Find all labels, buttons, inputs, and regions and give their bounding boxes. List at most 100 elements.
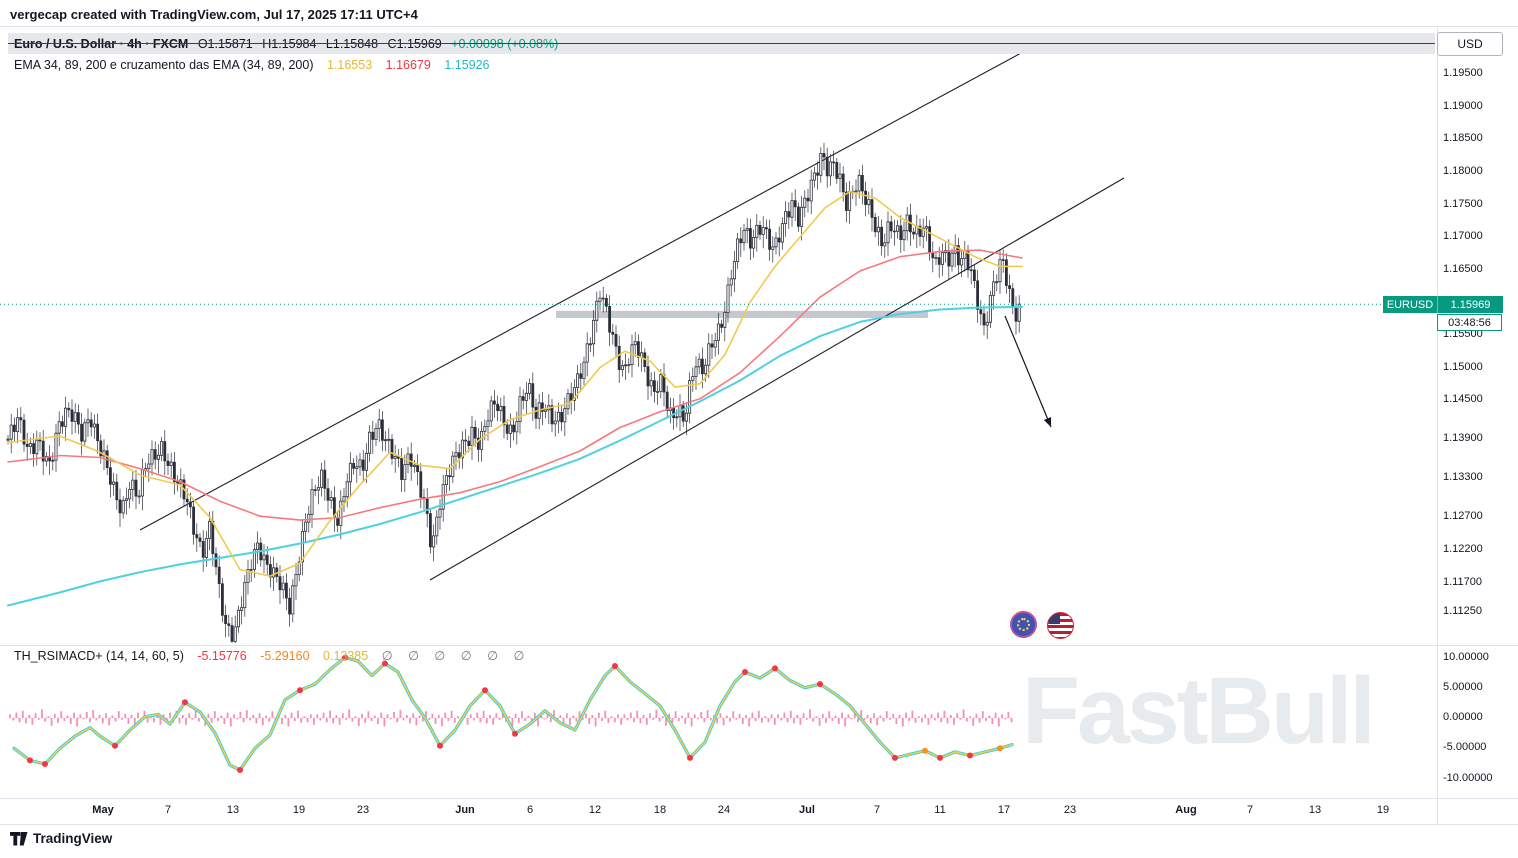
time-axis-label: 6 [526, 804, 534, 816]
symbol-title[interactable]: Euro / U.S. Dollar · 4h · FXCM [14, 37, 189, 51]
currency-toggle[interactable]: USD [1437, 32, 1503, 56]
time-axis-label: 12 [588, 804, 602, 816]
indicator-axis-label: -5.00000 [1443, 741, 1487, 754]
indicator-value-1: -5.15776 [197, 649, 247, 663]
time-axis-label: May [92, 804, 114, 816]
indicator-signal-dot [27, 757, 33, 764]
time-axis[interactable]: May 7 13 19 23 Jun 6 12 18 24 Jul 7 11 17 23 Aug 7 13 19 [0, 798, 1437, 824]
down-arrow-line[interactable] [1004, 315, 1052, 428]
fastbull-watermark: FastBull [1022, 658, 1376, 764]
indicator-value-2: -5.29160 [260, 649, 310, 663]
indicator-signal-line [12, 655, 1014, 772]
price-axis-border [1437, 26, 1438, 824]
price-axis-label: 1.19500 [1443, 67, 1483, 80]
time-axis-label: 17 [997, 804, 1011, 816]
price-axis-label: 1.11250 [1443, 605, 1482, 617]
indicator-signal-dot [437, 742, 443, 749]
indicator-signal-dot [182, 699, 188, 706]
indicator-signal-dot [297, 687, 303, 694]
ema89-value: 1.16679 [385, 58, 431, 72]
time-axis-label: 7 [164, 804, 172, 816]
ohlc-header: Euro / U.S. Dollar · 4h · FXCM O1.15871 … [14, 37, 564, 51]
tradingview-brand-text: TradingView [33, 831, 113, 846]
indicator-signal-dot [112, 742, 118, 749]
price-axis-label: 1.11700 [1443, 575, 1482, 588]
time-axis-label: 11 [934, 804, 946, 816]
ema34-value: 1.16553 [326, 58, 373, 72]
price-axis-label: 1.17500 [1443, 197, 1483, 210]
indicator-null-values: ∅ ∅ ∅ ∅ ∅ ∅ [381, 649, 531, 663]
indicator-signal-dot [922, 747, 928, 754]
price-tag-symbol: EURUSD [1383, 296, 1437, 313]
price-axis-label: 1.16500 [1443, 262, 1483, 275]
indicator-signal-dot [512, 730, 518, 737]
indicator-signal-dot [612, 663, 618, 669]
time-axis-label: 24 [717, 804, 731, 816]
close-value: C1.15969 [387, 37, 442, 51]
indicator-signal-dot [742, 669, 748, 675]
time-axis-border [0, 798, 1518, 799]
tradingview-branding[interactable]: TradingView [10, 831, 112, 846]
ema-legend-label[interactable]: EMA 34, 89, 200 e cruzamento das EMA (34… [14, 58, 314, 72]
time-axis-label: Jul [799, 804, 815, 816]
indicator-legend: TH_RSIMACD+ (14, 14, 60, 5) -5.15776 -5.… [14, 648, 540, 663]
open-value: O1.15871 [197, 37, 253, 51]
support-zone[interactable] [556, 310, 928, 318]
time-axis-label: 18 [653, 804, 667, 816]
indicator-signal-dot [937, 754, 943, 761]
ema200-value: 1.15926 [444, 58, 490, 72]
eu-flag-icon[interactable] [1010, 611, 1037, 638]
down-arrow-head [1043, 417, 1052, 427]
indicator-signal-dot [482, 687, 488, 694]
price-axis-label: 1.19000 [1443, 99, 1483, 112]
tradingview-logo-icon [10, 831, 28, 845]
time-axis-label: 19 [1376, 804, 1390, 816]
change-value: +0.00098 (+0.08%) [451, 37, 559, 51]
pane-top-border [0, 26, 1518, 27]
indicator-signal-dot [382, 660, 388, 667]
indicator-signal-dot [772, 665, 778, 672]
time-axis-label: 19 [292, 804, 306, 816]
trend-line-1[interactable] [139, 45, 1035, 531]
trend-line-2[interactable] [429, 177, 1125, 581]
horizontal-drawing-line[interactable] [8, 43, 1435, 44]
time-axis-label: 7 [1246, 804, 1254, 816]
current-price-tag: EURUSD 1.15969 [1383, 296, 1503, 313]
indicator-signal-dot [342, 654, 348, 661]
attribution-note: vergecap created with TradingView.com, J… [10, 7, 418, 22]
indicator-signal-dot [817, 681, 823, 688]
price-axis-label: 1.15000 [1443, 360, 1483, 373]
price-axis-label: 1.13900 [1443, 432, 1483, 445]
indicator-signal-dot [997, 745, 1003, 752]
footer-border [0, 824, 1518, 825]
indicator-axis-label: 0.00000 [1443, 711, 1483, 723]
time-axis-label: 13 [226, 804, 240, 816]
us-flag-icon[interactable] [1047, 612, 1074, 639]
indicator-signal-dot [687, 754, 693, 761]
price-axis-label: 1.12200 [1443, 543, 1483, 556]
time-axis-label: Aug [1175, 804, 1197, 816]
indicator-signal-dot [892, 754, 898, 761]
high-value: H1.15984 [262, 37, 317, 51]
indicator-axis-label: -10.00000 [1443, 771, 1493, 784]
time-axis-label: Jun [455, 804, 475, 816]
time-axis-label: 13 [1308, 804, 1322, 816]
price-axis-label: 1.18500 [1443, 132, 1483, 145]
ema89-line [7, 249, 1023, 521]
indicator-title[interactable]: TH_RSIMACD+ (14, 14, 60, 5) [14, 649, 184, 663]
indicator-pane-border [0, 645, 1518, 646]
price-tag-price: 1.15969 [1437, 296, 1503, 313]
price-axis-label: 1.18000 [1443, 164, 1483, 177]
time-axis-label: 23 [1063, 804, 1077, 816]
indicator-axis-label: 10.00000 [1443, 650, 1489, 663]
ema34-line [7, 190, 1023, 577]
price-axis-label: 1.12700 [1443, 510, 1483, 523]
indicator-histogram [9, 709, 1013, 727]
down-candles [13, 153, 1018, 642]
indicator-main-line [13, 656, 1013, 771]
ema200-line [7, 305, 1023, 607]
indicator-signal-dot [42, 761, 48, 767]
low-value: L1.15848 [325, 37, 379, 51]
